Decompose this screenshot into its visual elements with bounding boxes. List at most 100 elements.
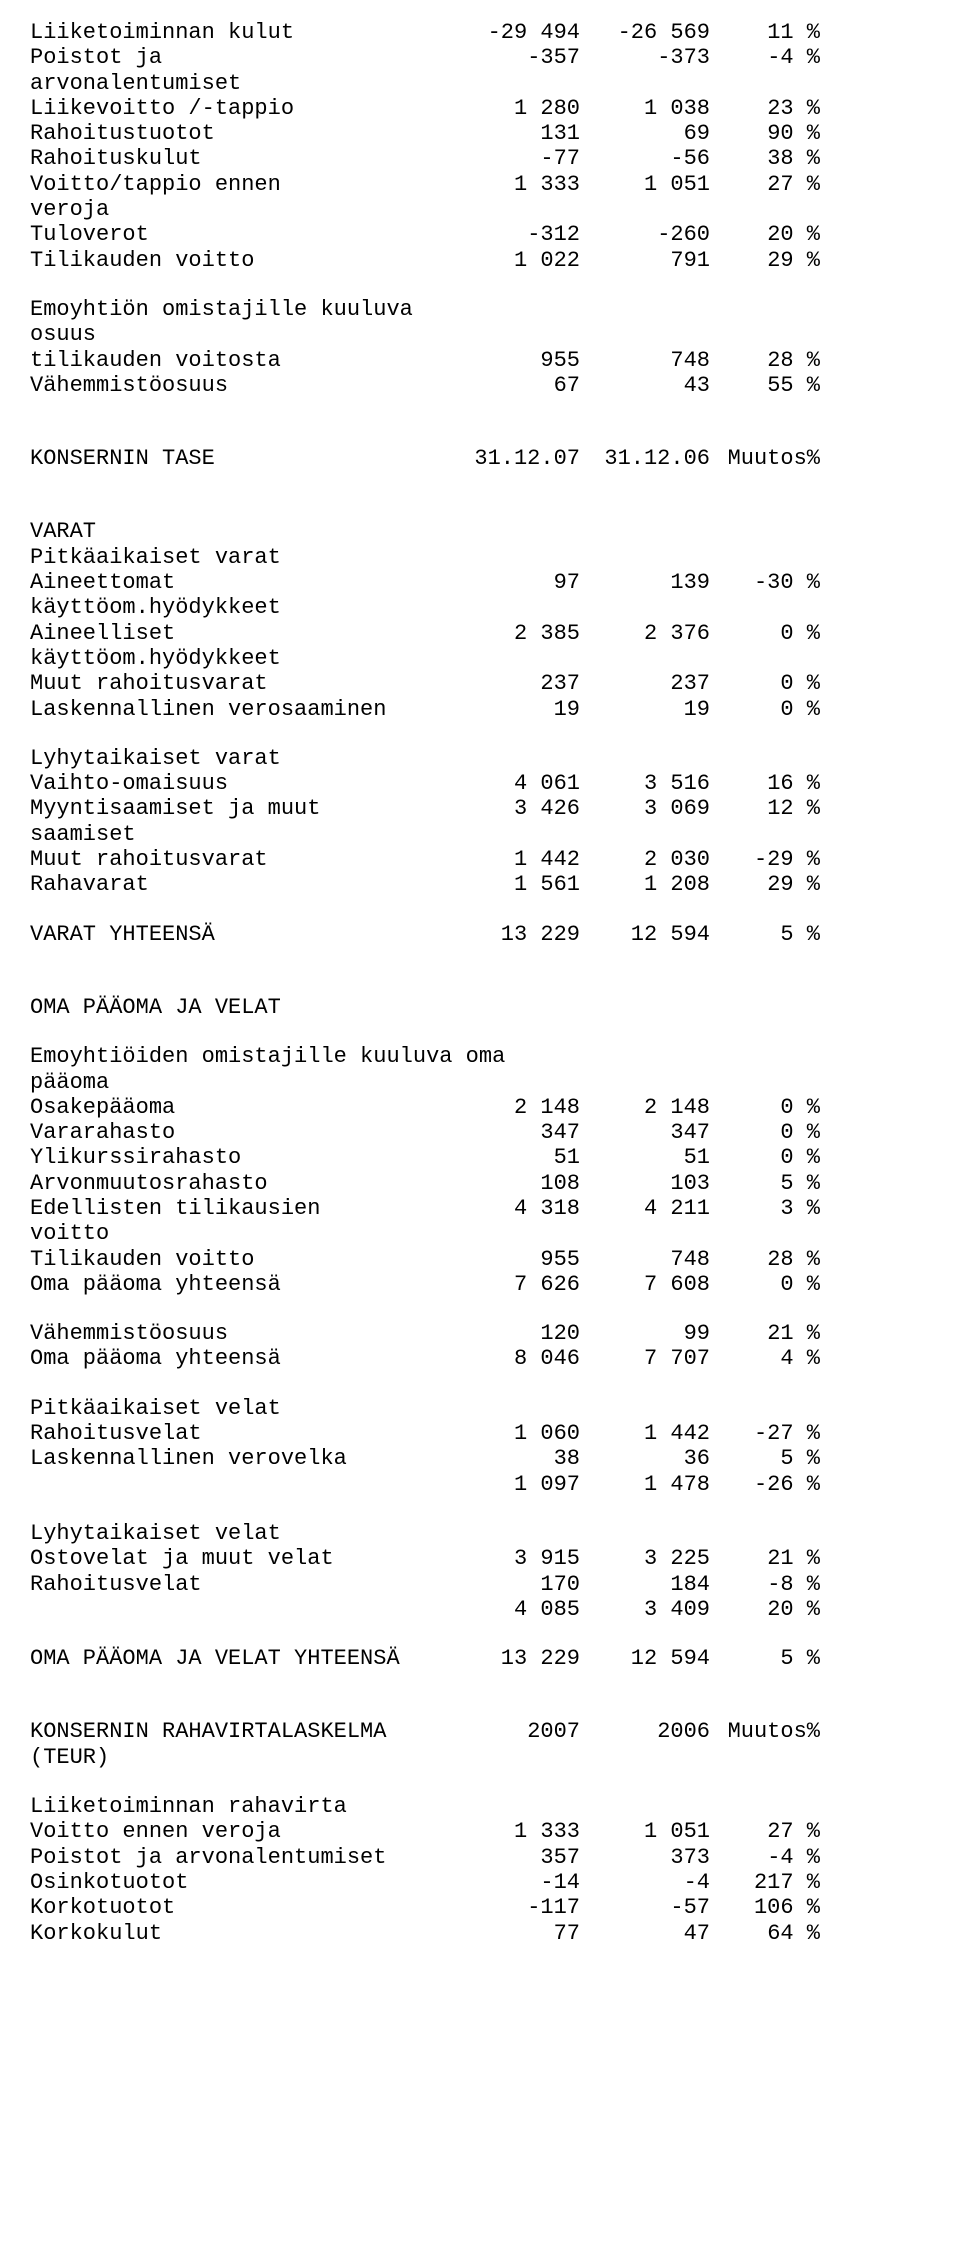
col-2: -57 bbox=[580, 1895, 710, 1920]
col-1: 4 318 bbox=[450, 1196, 580, 1221]
col-2: 748 bbox=[580, 1247, 710, 1272]
col-2: 3 069 bbox=[580, 796, 710, 821]
col-2: 47 bbox=[580, 1921, 710, 1946]
col-1: 3 915 bbox=[450, 1546, 580, 1571]
lv-header: Lyhytaikaiset velat bbox=[30, 1521, 930, 1546]
spacer bbox=[30, 1372, 930, 1396]
text-row: Liiketoiminnan rahavirta bbox=[30, 1794, 930, 1819]
income-row: Rahoitustuotot1316990 % bbox=[30, 121, 930, 146]
row-label: Tilikauden voitto bbox=[30, 1247, 450, 1272]
rv-row: Korkotuotot-117-57106 % bbox=[30, 1895, 930, 1920]
col-1: 1 022 bbox=[450, 248, 580, 273]
row-label: Voitto ennen veroja bbox=[30, 1819, 450, 1844]
col-1: 2 385 bbox=[450, 621, 580, 646]
col-2: -26 569 bbox=[580, 20, 710, 45]
tase-header: KONSERNIN TASE31.12.0731.12.06Muutos% bbox=[30, 446, 930, 471]
row-label: VARAT YHTEENSÄ bbox=[30, 922, 450, 947]
text-row: VARAT bbox=[30, 519, 930, 544]
col-3: 29 % bbox=[710, 872, 820, 897]
col-3: 0 % bbox=[710, 621, 820, 646]
col-2: 2006 bbox=[580, 1719, 710, 1744]
row-label: Voitto/tappio ennen veroja bbox=[30, 172, 450, 223]
row-label: Vähemmistöosuus bbox=[30, 373, 450, 398]
col-3: Muutos% bbox=[710, 446, 820, 471]
text-row: Lyhytaikaiset velat bbox=[30, 1521, 930, 1546]
col-3: 21 % bbox=[710, 1546, 820, 1571]
col-1: 1 280 bbox=[450, 96, 580, 121]
col-2: 2 148 bbox=[580, 1095, 710, 1120]
row-label: Oma pääoma yhteensä bbox=[30, 1346, 450, 1371]
col-1: 955 bbox=[450, 348, 580, 373]
col-3: Muutos% bbox=[710, 1719, 820, 1744]
col-2: 184 bbox=[580, 1572, 710, 1597]
spacer bbox=[30, 1622, 930, 1646]
col-1: 237 bbox=[450, 671, 580, 696]
col-1: 2 148 bbox=[450, 1095, 580, 1120]
col-3: 20 % bbox=[710, 1597, 820, 1622]
row-label: Aineettomat käyttöom.hyödykkeet bbox=[30, 570, 450, 621]
col-1: 2007 bbox=[450, 1719, 580, 1744]
spacer bbox=[30, 398, 930, 446]
col-3: 16 % bbox=[710, 771, 820, 796]
col-2: 1 208 bbox=[580, 872, 710, 897]
col-1: 7 626 bbox=[450, 1272, 580, 1297]
col-1: 131 bbox=[450, 121, 580, 146]
col-1: 8 046 bbox=[450, 1346, 580, 1371]
col-2: -56 bbox=[580, 146, 710, 171]
lyhyt-row: Rahavarat1 5611 20829 % bbox=[30, 872, 930, 897]
row-label: Oma pääoma yhteensä bbox=[30, 1272, 450, 1297]
emoyhtio-row: Vähemmistöosuus674355 % bbox=[30, 373, 930, 398]
rv-row: Poistot ja arvonalentumiset357373-4 % bbox=[30, 1845, 930, 1870]
col-2: 1 051 bbox=[580, 172, 710, 197]
col-3: -4 % bbox=[710, 1845, 820, 1870]
col-1: 120 bbox=[450, 1321, 580, 1346]
col-3: -8 % bbox=[710, 1572, 820, 1597]
col-3: 5 % bbox=[710, 1171, 820, 1196]
col-3: 0 % bbox=[710, 1120, 820, 1145]
emoyhtio-header: Emoyhtiön omistajille kuuluva osuus bbox=[30, 297, 930, 348]
col-2: 7 608 bbox=[580, 1272, 710, 1297]
pitkaaik-row: Aineelliset käyttöom.hyödykkeet2 3852 37… bbox=[30, 621, 930, 672]
col-1: 3 426 bbox=[450, 796, 580, 821]
col-2: 2 030 bbox=[580, 847, 710, 872]
row-label: Poistot ja arvonalentumiset bbox=[30, 1845, 450, 1870]
text-row: Emoyhtiöiden omistajille kuuluva oma pää… bbox=[30, 1044, 930, 1095]
spacer bbox=[30, 1497, 930, 1521]
pv-row: Rahoitusvelat1 0601 442-27 % bbox=[30, 1421, 930, 1446]
col-1: 67 bbox=[450, 373, 580, 398]
income-row: Voitto/tappio ennen veroja1 3331 05127 % bbox=[30, 172, 930, 223]
col-3: 0 % bbox=[710, 671, 820, 696]
row-label: Liiketoiminnan kulut bbox=[30, 20, 450, 45]
spacer bbox=[30, 722, 930, 746]
col-1: 1 097 bbox=[450, 1472, 580, 1497]
row-label: KONSERNIN TASE bbox=[30, 446, 450, 471]
lyhyt-row: Vaihto-omaisuus4 0613 51616 % bbox=[30, 771, 930, 796]
col-2: 3 409 bbox=[580, 1597, 710, 1622]
col-2: 373 bbox=[580, 1845, 710, 1870]
col-1: 347 bbox=[450, 1120, 580, 1145]
col-1: 97 bbox=[450, 570, 580, 595]
col-3: -30 % bbox=[710, 570, 820, 595]
row-label: Osakepääoma bbox=[30, 1095, 450, 1120]
pitkaaik-row: Muut rahoitusvarat2372370 % bbox=[30, 671, 930, 696]
col-1: 77 bbox=[450, 1921, 580, 1946]
col-1: -29 494 bbox=[450, 20, 580, 45]
col-3: 12 % bbox=[710, 796, 820, 821]
row-label: Rahoituskulut bbox=[30, 146, 450, 171]
row-label: Vaihto-omaisuus bbox=[30, 771, 450, 796]
col-1: 13 229 bbox=[450, 922, 580, 947]
rv-row: Osinkotuotot-14-4217 % bbox=[30, 1870, 930, 1895]
col-2: 1 038 bbox=[580, 96, 710, 121]
spacer bbox=[30, 1020, 930, 1044]
income-row: Tuloverot-312-26020 % bbox=[30, 222, 930, 247]
income-row: Rahoituskulut-77-5638 % bbox=[30, 146, 930, 171]
col-2: -373 bbox=[580, 45, 710, 70]
row-label: Liikevoitto /-tappio bbox=[30, 96, 450, 121]
lyhyt-row: Myyntisaamiset ja muut saamiset3 4263 06… bbox=[30, 796, 930, 847]
col-3: 29 % bbox=[710, 248, 820, 273]
row-label: Muut rahoitusvarat bbox=[30, 671, 450, 696]
col-1: 1 561 bbox=[450, 872, 580, 897]
col-1: 108 bbox=[450, 1171, 580, 1196]
rv-row: Korkokulut774764 % bbox=[30, 1921, 930, 1946]
col-1: 1 442 bbox=[450, 847, 580, 872]
